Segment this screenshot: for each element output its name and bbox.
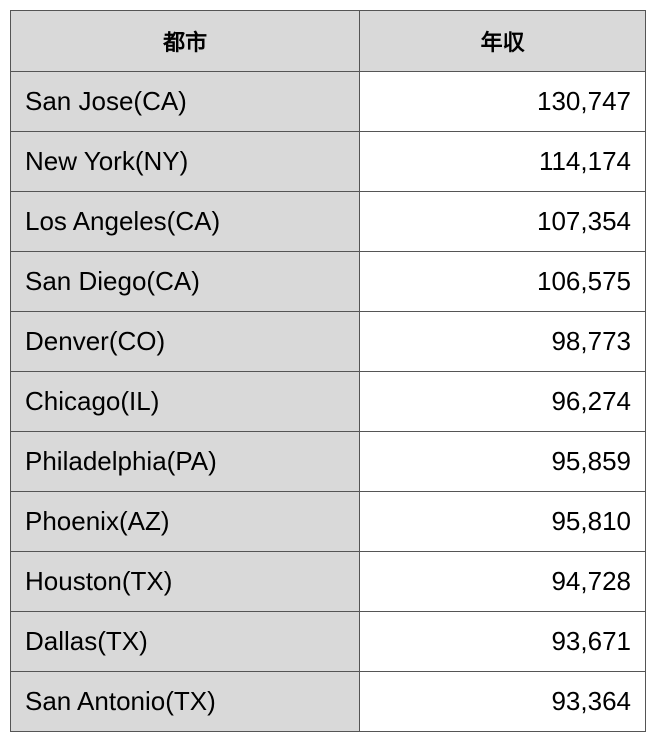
table-row: San Jose(CA) 130,747 — [11, 72, 646, 132]
city-cell: Phoenix(AZ) — [11, 492, 360, 552]
income-cell: 93,364 — [360, 672, 646, 732]
city-cell: Houston(TX) — [11, 552, 360, 612]
table-row: Dallas(TX) 93,671 — [11, 612, 646, 672]
city-cell: Los Angeles(CA) — [11, 192, 360, 252]
city-cell: Denver(CO) — [11, 312, 360, 372]
city-cell: Chicago(IL) — [11, 372, 360, 432]
table-row: Denver(CO) 98,773 — [11, 312, 646, 372]
income-cell: 95,859 — [360, 432, 646, 492]
table-row: Phoenix(AZ) 95,810 — [11, 492, 646, 552]
table-row: San Antonio(TX) 93,364 — [11, 672, 646, 732]
city-cell: Philadelphia(PA) — [11, 432, 360, 492]
table-row: Philadelphia(PA) 95,859 — [11, 432, 646, 492]
income-cell: 96,274 — [360, 372, 646, 432]
table-row: Los Angeles(CA) 107,354 — [11, 192, 646, 252]
table-row: Houston(TX) 94,728 — [11, 552, 646, 612]
table-row: Chicago(IL) 96,274 — [11, 372, 646, 432]
column-header-income: 年収 — [360, 11, 646, 72]
column-header-city: 都市 — [11, 11, 360, 72]
table-row: New York(NY) 114,174 — [11, 132, 646, 192]
income-cell: 94,728 — [360, 552, 646, 612]
income-cell: 107,354 — [360, 192, 646, 252]
income-cell: 130,747 — [360, 72, 646, 132]
city-cell: Dallas(TX) — [11, 612, 360, 672]
city-cell: San Jose(CA) — [11, 72, 360, 132]
table-row: San Diego(CA) 106,575 — [11, 252, 646, 312]
income-cell: 114,174 — [360, 132, 646, 192]
city-cell: San Antonio(TX) — [11, 672, 360, 732]
income-cell: 95,810 — [360, 492, 646, 552]
income-table: 都市 年収 San Jose(CA) 130,747 New York(NY) … — [10, 10, 646, 732]
city-cell: New York(NY) — [11, 132, 360, 192]
income-cell: 106,575 — [360, 252, 646, 312]
city-cell: San Diego(CA) — [11, 252, 360, 312]
income-cell: 93,671 — [360, 612, 646, 672]
table-header-row: 都市 年収 — [11, 11, 646, 72]
income-cell: 98,773 — [360, 312, 646, 372]
